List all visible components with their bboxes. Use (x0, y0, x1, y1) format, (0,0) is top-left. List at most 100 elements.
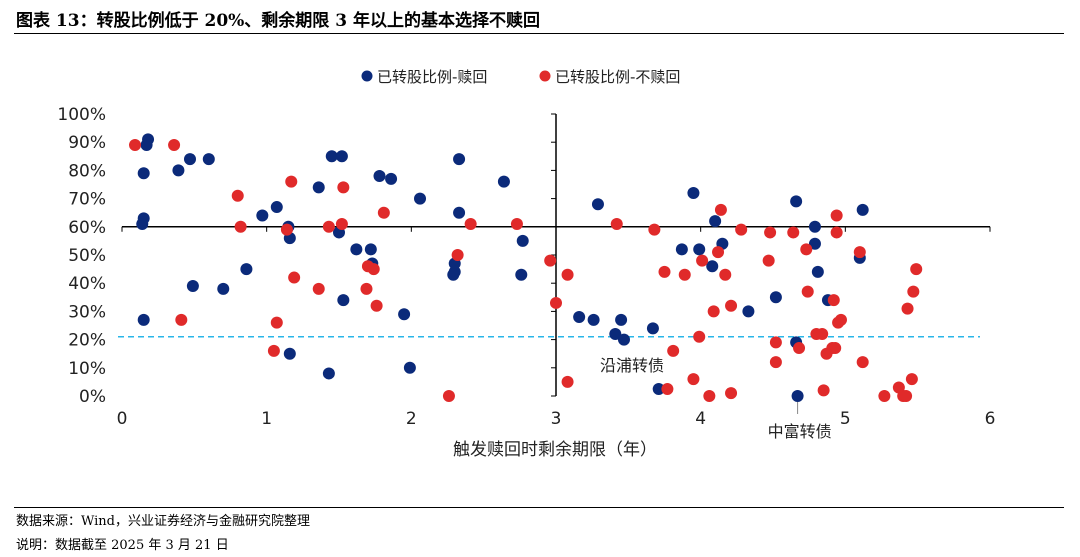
data-point-no-redeem (464, 217, 477, 230)
data-point-redeem (403, 361, 416, 374)
data-point-redeem (256, 209, 269, 222)
legend-marker-redeem (361, 70, 373, 82)
data-point-redeem (617, 333, 630, 346)
data-point-no-redeem (129, 139, 142, 152)
data-point-no-redeem (285, 175, 298, 188)
data-point-no-redeem (801, 285, 814, 298)
data-point-no-redeem (442, 390, 455, 402)
footer-divider (14, 507, 1064, 508)
data-point-redeem (137, 167, 150, 180)
data-point-no-redeem (816, 327, 829, 340)
data-point-no-redeem (610, 217, 623, 230)
data-point-redeem (322, 367, 335, 380)
data-point-no-redeem (764, 226, 777, 239)
data-date-note: 说明：数据截至 2025 年 3 月 21 日 (16, 538, 229, 553)
data-point-no-redeem (687, 373, 700, 386)
y-tick-label: 40% (68, 274, 106, 294)
data-point-no-redeem (793, 342, 806, 355)
annotation-label: 沿浦转债 (600, 356, 664, 375)
y-tick-label: 60% (68, 218, 106, 238)
data-point-no-redeem (769, 356, 782, 369)
data-point-redeem (325, 150, 338, 163)
data-point-redeem (447, 268, 460, 281)
data-point-no-redeem (719, 268, 732, 281)
data-point-no-redeem (367, 263, 380, 276)
data-point-no-redeem (280, 223, 293, 236)
data-point-no-redeem (561, 268, 574, 281)
data-point-no-redeem (322, 220, 335, 233)
legend: 已转股比例-赎回 已转股比例-不赎回 (361, 68, 680, 86)
x-axis-label: 触发赎回时剩余期限（年） (453, 440, 657, 460)
x-tick-label: 4 (695, 409, 706, 429)
data-point-redeem (373, 170, 386, 183)
data-point-no-redeem (451, 249, 464, 261)
y-tick-label: 70% (68, 190, 106, 210)
data-point-redeem (217, 282, 230, 295)
data-point-redeem (769, 291, 782, 304)
data-point-redeem (652, 382, 665, 395)
data-point-no-redeem (856, 356, 869, 369)
data-point-redeem (515, 268, 528, 281)
data-point-redeem (856, 203, 869, 216)
data-point-no-redeem (762, 254, 775, 267)
data-point-redeem (687, 186, 700, 199)
data-point-no-redeem (878, 390, 891, 402)
data-point-redeem (312, 181, 325, 194)
data-point-no-redeem (830, 226, 843, 239)
x-tick-label: 6 (985, 409, 996, 429)
data-point-no-redeem (800, 243, 813, 256)
data-point-no-redeem (693, 330, 706, 343)
data-point-no-redeem (270, 316, 283, 329)
data-point-redeem (675, 243, 688, 256)
data-point-redeem (811, 265, 824, 278)
data-point-redeem (172, 164, 185, 177)
y-tick-label: 50% (68, 246, 106, 266)
data-point-redeem (337, 294, 350, 307)
data-point-no-redeem (827, 294, 840, 307)
data-point-redeem (385, 172, 398, 185)
data-point-no-redeem (910, 263, 923, 276)
legend-label-no-redeem: 已转股比例-不赎回 (555, 68, 680, 86)
data-point-no-redeem (820, 347, 833, 360)
data-point-no-redeem (907, 285, 920, 298)
data-point-redeem (136, 217, 149, 230)
data-point-redeem (646, 322, 659, 335)
data-point-no-redeem (175, 313, 188, 326)
data-point-redeem (283, 347, 296, 360)
data-point-redeem (453, 206, 466, 219)
data-point-no-redeem (234, 220, 247, 233)
annotation-label: 中富转债 (768, 422, 832, 441)
data-point-no-redeem (696, 254, 709, 267)
y-tick-label: 100% (57, 105, 106, 125)
data-point-redeem (398, 308, 411, 321)
data-point-no-redeem (335, 217, 348, 230)
data-point-redeem (742, 305, 755, 318)
data-point-redeem (414, 192, 427, 205)
data-point-no-redeem (288, 271, 301, 284)
data-point-no-redeem (377, 206, 390, 219)
data-point-redeem (808, 220, 821, 233)
data-point-redeem (497, 175, 510, 188)
data-point-no-redeem (830, 209, 843, 222)
data-point-no-redeem (769, 336, 782, 349)
data-point-redeem (453, 153, 466, 166)
data-point-no-redeem (829, 342, 842, 355)
data-point-no-redeem (901, 302, 914, 315)
data-point-redeem (202, 153, 215, 166)
data-point-no-redeem (714, 203, 727, 216)
data-point-no-redeem (312, 282, 325, 295)
data-point-no-redeem (725, 387, 738, 400)
data-point-redeem (609, 327, 622, 340)
legend-label-redeem: 已转股比例-赎回 (377, 68, 487, 86)
data-point-no-redeem (561, 375, 574, 388)
data-point-redeem (790, 195, 803, 208)
data-point-no-redeem (703, 390, 716, 402)
y-tick-label: 80% (68, 161, 106, 181)
data-point-redeem (709, 215, 722, 228)
data-point-no-redeem (707, 305, 720, 318)
source-note: 数据来源：Wind，兴业证券经济与金融研究院整理 (16, 514, 310, 529)
data-point-redeem (350, 243, 363, 256)
data-point-redeem (516, 234, 529, 247)
data-point-no-redeem (905, 373, 918, 386)
